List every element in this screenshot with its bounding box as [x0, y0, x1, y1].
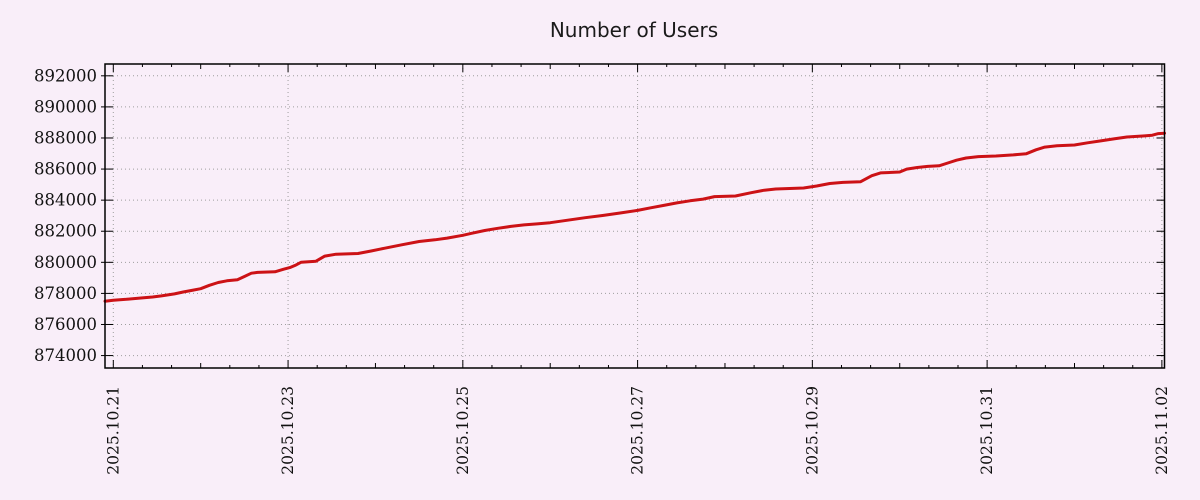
y-tick-label: 882000: [34, 222, 97, 241]
x-tick-label: 2025.10.31: [978, 386, 996, 475]
x-tick-label: 2025.10.25: [454, 386, 472, 475]
y-tick-label: 876000: [34, 315, 97, 334]
plot-border: [104, 63, 1166, 369]
x-tick-label: 2025.10.21: [104, 386, 122, 475]
axes: [101, 63, 1166, 369]
x-tick-label: 2025.10.29: [803, 386, 821, 475]
data-series: [103, 131, 1166, 303]
axis-labels: 874000 876000 878000 880000 882000 884000 8860…: [34, 66, 1171, 474]
y-tick-label: 890000: [34, 97, 97, 116]
y-tick-label: 880000: [34, 253, 97, 272]
y-tick-label: 884000: [34, 191, 97, 210]
x-tick-label: 2025.11.02: [1153, 386, 1171, 475]
y-tick-label: 878000: [34, 284, 97, 303]
y-tick-label: 892000: [34, 66, 97, 85]
y-tick-label: 888000: [34, 128, 97, 147]
grid-lines: [105, 64, 1165, 368]
users-series-line: [103, 131, 1166, 303]
x-tick-label: 2025.10.23: [279, 386, 297, 475]
x-tick-label: 2025.10.27: [629, 386, 647, 475]
chart-title: Number of Users: [550, 18, 718, 42]
y-tick-label: 886000: [34, 160, 97, 179]
y-tick-label: 874000: [34, 346, 97, 365]
